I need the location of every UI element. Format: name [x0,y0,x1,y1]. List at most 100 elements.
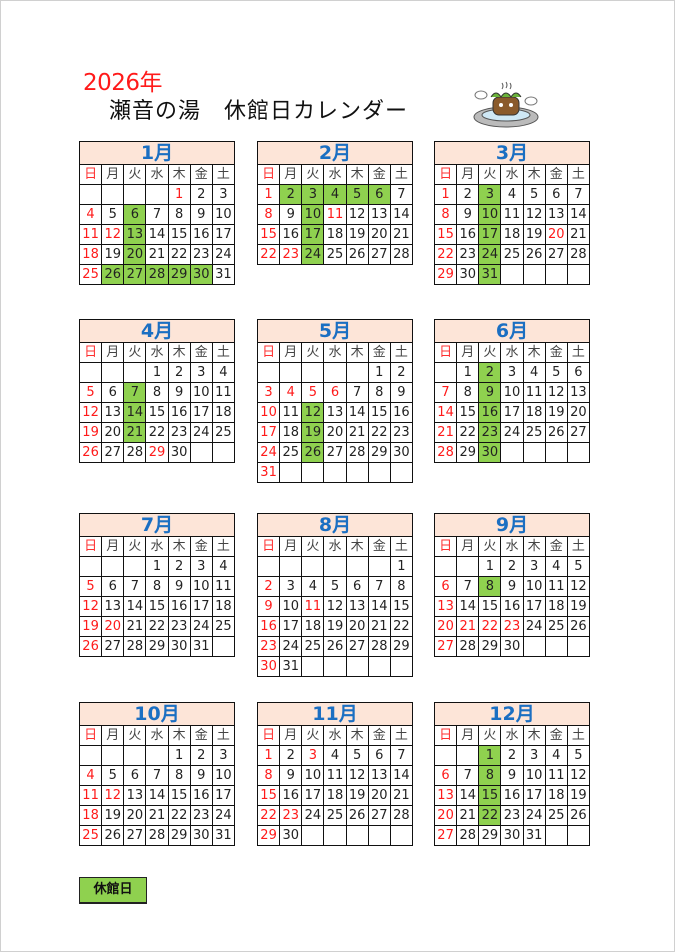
empty-cell [101,556,125,577]
day-cell: 21 [367,616,391,637]
day-cell: 4 [211,362,236,383]
day-cell: 17 [189,596,213,617]
day-cell: 28 [123,636,147,657]
day-cell: 11 [323,765,347,786]
day-cell: 19 [323,616,347,637]
day-cell: 16 [167,596,191,617]
day-cell: 5 [301,382,325,403]
day-cell: 1 [478,745,502,766]
empty-cell [323,656,347,677]
day-cell: 11 [78,224,103,245]
day-cell: 23 [279,805,303,826]
empty-cell [345,362,369,383]
day-cell: 20 [367,785,391,806]
day-cell: 10 [500,382,524,403]
weekday-header: 日 [78,164,103,185]
day-cell: 12 [544,382,568,403]
day-cell: 5 [101,204,125,225]
day-cell: 4 [301,576,325,597]
day-cell: 5 [566,556,591,577]
day-cell: 13 [123,785,147,806]
day-cell: 7 [389,745,414,766]
day-cell: 13 [566,382,591,403]
day-cell: 16 [456,224,480,245]
day-cell: 23 [167,422,191,443]
day-cell: 3 [256,382,281,403]
day-cell: 16 [189,785,213,806]
empty-cell [544,636,568,657]
day-cell: 15 [367,402,391,423]
empty-cell [522,636,546,657]
day-cell: 9 [389,382,414,403]
day-cell: 11 [279,402,303,423]
day-cell: 17 [301,785,325,806]
day-cell: 6 [367,184,391,205]
day-cell: 23 [456,244,480,265]
day-cell: 10 [189,576,213,597]
day-cell: 17 [279,616,303,637]
day-cell: 27 [566,422,591,443]
day-cell: 14 [433,402,458,423]
day-cell: 15 [256,224,281,245]
day-cell: 7 [345,382,369,403]
day-cell: 23 [256,636,281,657]
page-title: 瀬音の湯 休館日カレンダー [109,99,409,124]
day-cell: 30 [167,442,191,463]
day-cell: 6 [123,765,147,786]
day-cell: 5 [566,745,591,766]
day-cell: 8 [433,204,458,225]
empty-cell [433,745,458,766]
empty-cell [566,636,591,657]
weekday-header: 火 [478,725,502,746]
day-cell: 1 [256,184,281,205]
day-cell: 11 [211,382,236,403]
day-cell: 14 [456,785,480,806]
day-cell: 18 [211,596,236,617]
day-cell: 3 [478,184,502,205]
day-cell: 15 [145,596,169,617]
day-cell: 21 [345,422,369,443]
day-cell: 5 [544,362,568,383]
day-cell: 5 [101,765,125,786]
day-cell: 15 [478,785,502,806]
day-cell: 24 [279,636,303,657]
day-cell: 31 [211,264,236,285]
day-cell: 18 [301,616,325,637]
day-cell: 8 [456,382,480,403]
empty-cell [211,442,236,463]
day-cell: 10 [301,204,325,225]
day-cell: 25 [500,244,524,265]
month-calendar: 8月日月火水木金土 1 2 3 4 5 6 7 8 9 10 11 12 13 14 15 16 17 18 19 20… [256,513,414,677]
weekday-header: 木 [522,536,546,557]
day-cell: 15 [256,785,281,806]
day-cell: 2 [189,184,213,205]
empty-cell [301,656,325,677]
weekday-header: 金 [544,342,568,363]
day-cell: 21 [123,422,147,443]
day-cell: 30 [456,264,480,285]
empty-cell [78,184,103,205]
day-cell: 31 [256,462,281,483]
day-cell: 16 [389,402,414,423]
day-cell: 27 [101,442,125,463]
day-cell: 28 [145,825,169,846]
day-cell: 18 [78,244,103,265]
empty-cell [189,442,213,463]
day-cell: 17 [500,402,524,423]
day-cell: 20 [123,805,147,826]
empty-cell [301,462,325,483]
day-cell: 19 [345,785,369,806]
day-cell: 13 [123,224,147,245]
month-title: 7月 [79,513,235,537]
empty-cell [323,462,347,483]
month-calendar: 6月日月火水木金土 1 2 3 4 5 6 7 8 9 10 11 12 13 14 15 16 17 18 19 20… [433,319,591,463]
day-cell: 1 [256,745,281,766]
day-cell: 14 [123,596,147,617]
day-cell: 28 [389,805,414,826]
day-cell: 1 [433,184,458,205]
day-cell: 24 [522,616,546,637]
day-cell: 8 [256,765,281,786]
day-cell: 11 [78,785,103,806]
day-cell: 16 [167,402,191,423]
weekday-header: 月 [101,342,125,363]
